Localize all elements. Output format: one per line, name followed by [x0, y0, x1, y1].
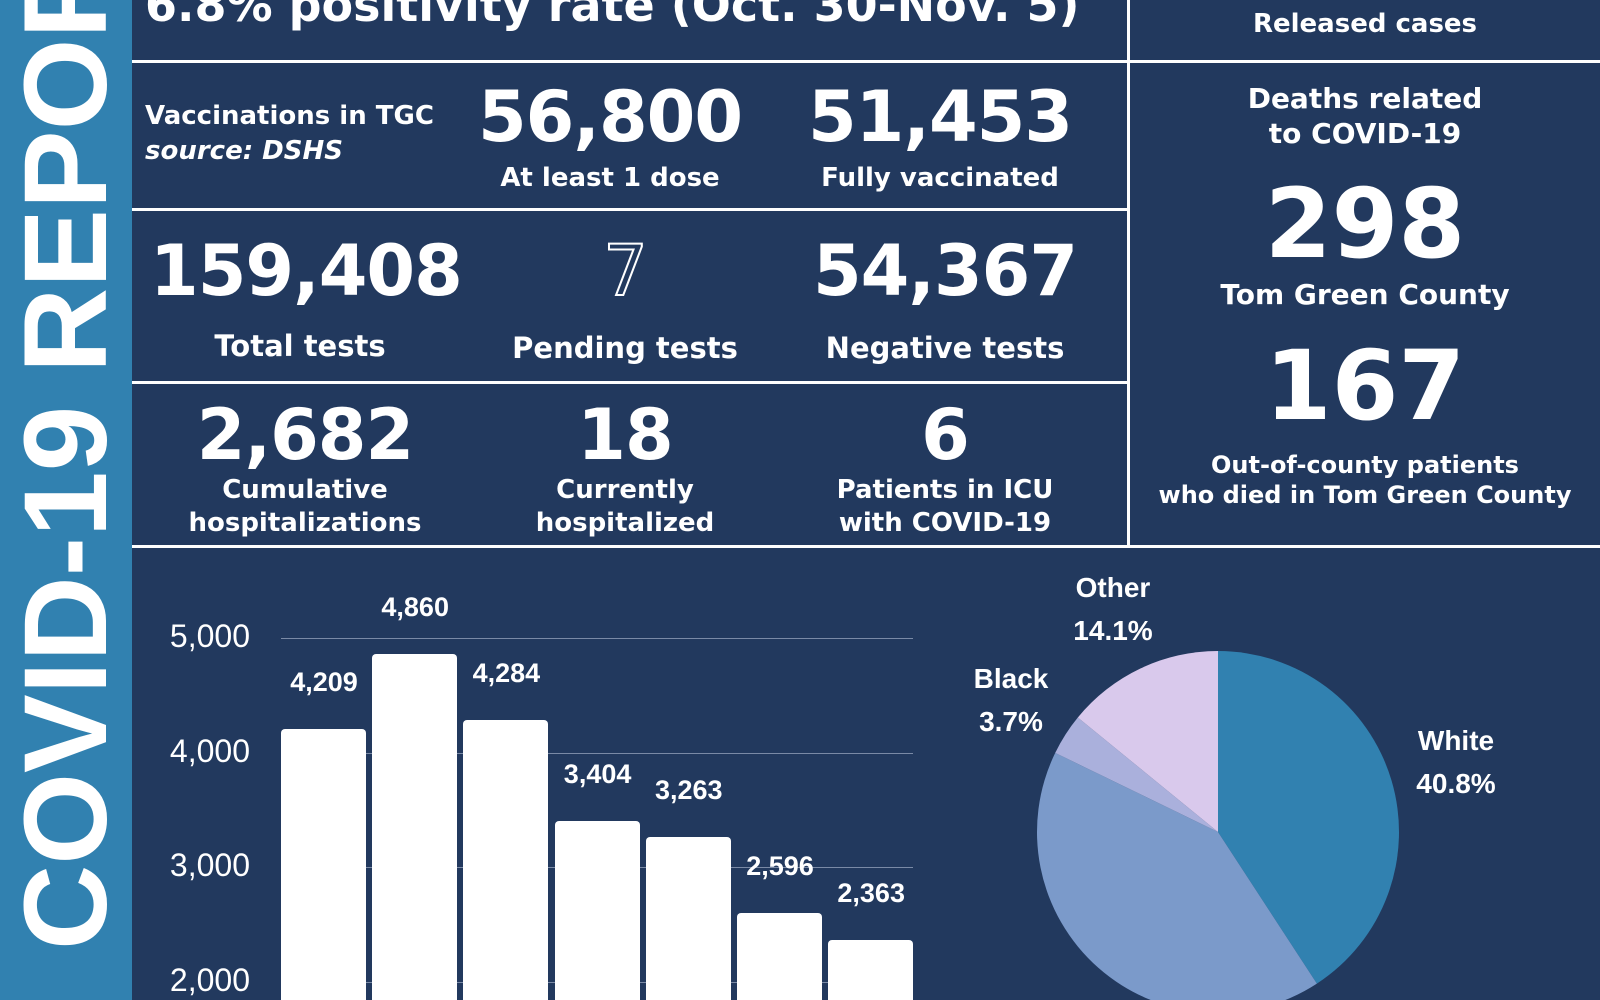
out-deaths-value: 167 — [1264, 330, 1466, 442]
y-tick-label: 2,000 — [169, 961, 250, 998]
full-value: 51,453 — [807, 76, 1073, 158]
full-label: Fully vaccinated — [821, 163, 1059, 193]
side-banner: COVID-19 REPORT — [0, 0, 132, 1000]
pie-slice — [1077, 651, 1218, 832]
dose1-value: 56,800 — [477, 76, 743, 158]
divider — [132, 60, 1600, 63]
divider — [132, 381, 1128, 384]
vaccinations-title: Vaccinations in TGC — [145, 101, 434, 131]
pie-label: White 40.8% — [1386, 719, 1526, 805]
icu-value: 6 — [921, 394, 970, 476]
pending-tests-label: Pending tests — [512, 331, 738, 365]
slice-name: Black — [973, 663, 1049, 694]
icu-label: with COVID-19 — [838, 508, 1052, 538]
cumulative-hosp-label: Cumulative — [222, 475, 388, 505]
current-hosp-value: 18 — [577, 394, 673, 476]
bar-data-label: 2,363 — [837, 877, 905, 908]
released-cases-label: Released cases — [1252, 9, 1478, 39]
gridline — [281, 752, 913, 754]
pie-label: Black 3.7% — [941, 657, 1081, 743]
total-tests-value: 159,408 — [150, 230, 463, 312]
bar — [645, 836, 731, 1000]
pending-tests-value: 7 — [602, 230, 649, 312]
divider — [1127, 0, 1130, 548]
negative-tests-label: Negative tests — [825, 331, 1065, 365]
y-tick-label: 3,000 — [169, 847, 250, 883]
bar — [828, 939, 914, 1000]
bar — [281, 728, 366, 1000]
cumulative-hosp-value: 2,682 — [196, 394, 414, 476]
out-deaths-label: Out-of-county patients — [1211, 451, 1519, 479]
pie-slice — [1037, 752, 1317, 1000]
bar — [554, 820, 640, 1000]
slice-percent: 14.1% — [1073, 615, 1153, 646]
negative-tests-value: 54,367 — [812, 230, 1078, 312]
current-hosp-label: Currently — [556, 475, 694, 505]
slice-name: White — [1417, 725, 1495, 756]
bar — [737, 913, 822, 1000]
positivity-rate: 6.8% positivity rate (Oct. 30-Nov. 5) — [145, 0, 1080, 32]
icu-label: Patients in ICU — [836, 475, 1054, 505]
bar-data-label: 3,263 — [655, 774, 723, 805]
bar-data-label: 2,596 — [746, 851, 814, 882]
deaths-title: Deaths related — [1247, 82, 1483, 115]
gridline — [281, 638, 913, 639]
slice-name: Other — [1075, 572, 1151, 603]
bar-data-label: 4,284 — [472, 657, 541, 688]
bar-data-label: 4,860 — [381, 592, 449, 623]
tgc-deaths-label: Tom Green County — [1220, 278, 1510, 311]
deaths-title: to COVID-19 — [1268, 117, 1462, 150]
pie-slice — [1218, 651, 1400, 984]
bar — [372, 654, 458, 1000]
bar-data-label: 3,404 — [563, 758, 632, 789]
current-hosp-label: hospitalized — [535, 508, 715, 538]
pie-label: Other 14.1% — [1043, 566, 1183, 652]
slice-percent: 3.7% — [979, 706, 1043, 737]
divider — [132, 545, 1600, 548]
cumulative-hosp-label: hospitalizations — [188, 508, 422, 538]
pie-slice — [1055, 717, 1218, 832]
y-tick-label: 5,000 — [169, 618, 250, 654]
slice-percent: 40.8% — [1416, 768, 1496, 799]
total-tests-label: Total tests — [214, 329, 386, 363]
bar-data-label: 4,209 — [290, 666, 358, 697]
out-deaths-label: who died in Tom Green County — [1158, 481, 1572, 509]
dose1-label: At least 1 dose — [500, 163, 720, 193]
vaccinations-source: source: DSHS — [145, 136, 343, 166]
bar — [463, 719, 549, 1000]
tgc-deaths-value: 298 — [1264, 168, 1466, 280]
y-tick-label: 4,000 — [169, 732, 250, 769]
divider — [132, 208, 1128, 211]
